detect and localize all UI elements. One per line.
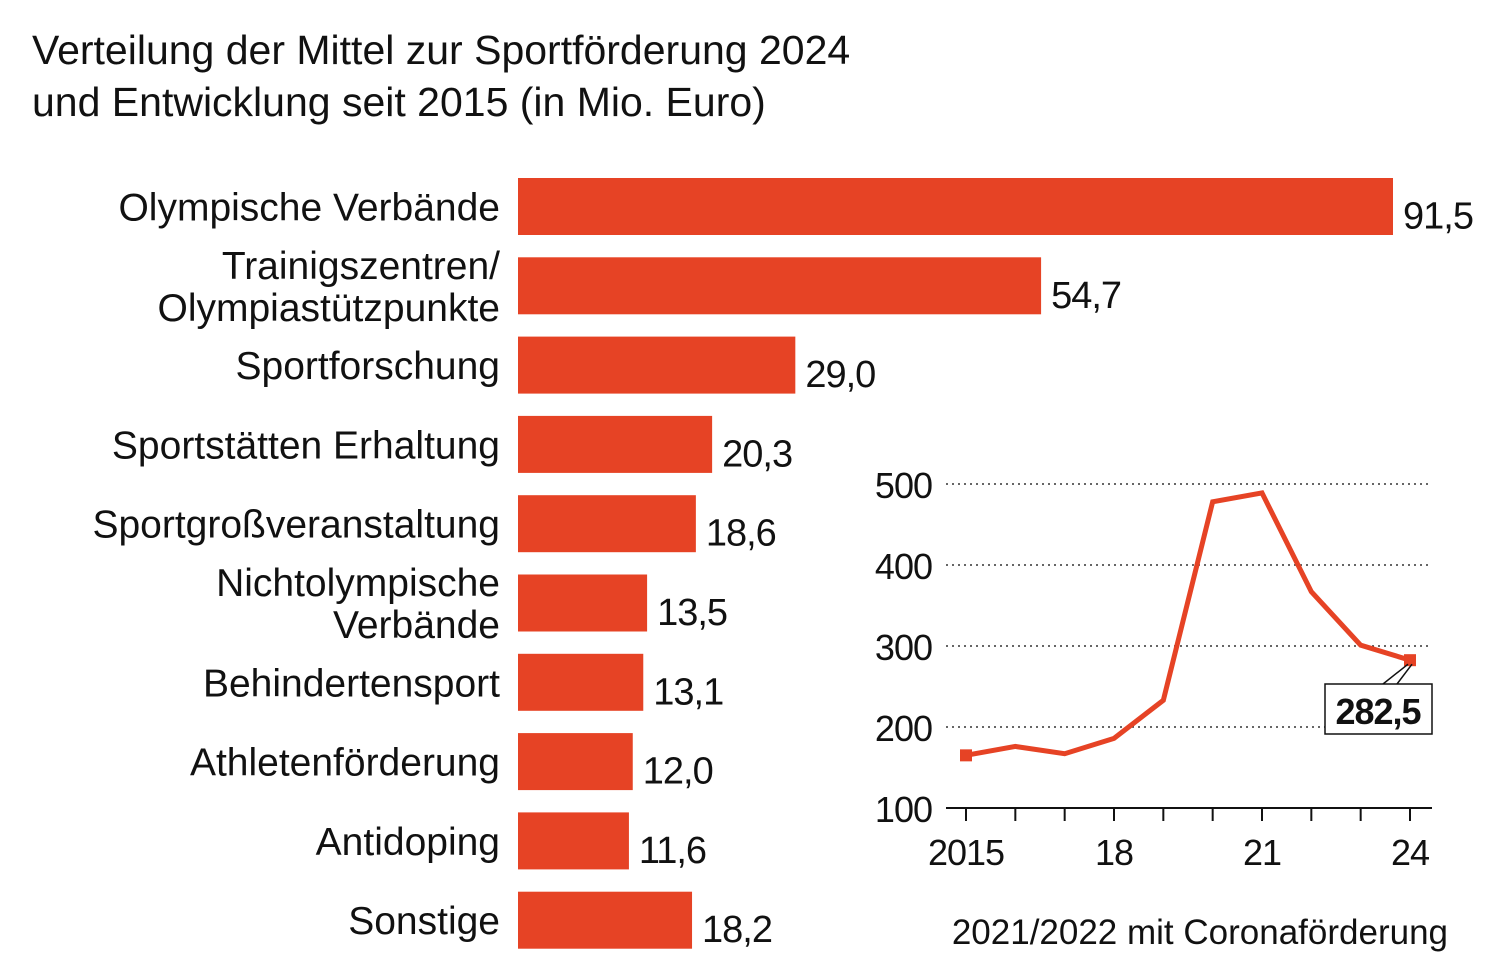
- bar-value-label: 20,3: [722, 433, 792, 475]
- x-tick-label: 2015: [928, 832, 1004, 873]
- bar-value-label: 13,5: [657, 592, 727, 634]
- bar-8: [518, 812, 629, 870]
- category-label: Trainigszentren/: [222, 245, 500, 288]
- endpoint-marker: [1404, 654, 1416, 667]
- bar-2: [518, 336, 796, 394]
- category-label: Antidoping: [316, 821, 500, 864]
- category-label: Olympische Verbände: [118, 187, 500, 230]
- y-tick-label: 100: [875, 789, 932, 830]
- chart-title: Verteilung der Mittel zur Sportförderung…: [32, 24, 850, 128]
- bar-7: [518, 733, 633, 791]
- line-chart: 100 200 300 400 500 2015 18 21 24 282,5 2021/2022 …: [875, 465, 1448, 952]
- bar-value-label: 29,0: [805, 354, 875, 396]
- bar-6: [518, 653, 644, 711]
- bar-chart: 91,5 Olympische Verbände 54,7 Trainigszentr…: [92, 178, 1474, 951]
- chart-title-line-2: und Entwicklung seit 2015 (in Mio. Euro): [32, 79, 766, 125]
- bar-1: [518, 257, 1042, 315]
- y-tick-label: 400: [875, 546, 932, 587]
- bar-3: [518, 415, 713, 473]
- category-label: Sportforschung: [236, 345, 501, 388]
- bar-0: [518, 178, 1393, 235]
- bar-value-label: 13,1: [653, 671, 723, 713]
- category-label: Olympiastützpunkte: [158, 287, 501, 330]
- bar-9: [518, 891, 693, 949]
- annotation-label: 282,5: [1335, 691, 1421, 732]
- category-label: Sportstätten Erhaltung: [112, 424, 500, 467]
- category-label: Verbände: [333, 604, 500, 647]
- category-label: Nichtolympische: [216, 562, 500, 605]
- category-label: Sportgroßveranstaltung: [92, 504, 500, 547]
- bar-4: [518, 495, 696, 553]
- y-tick-label: 500: [875, 465, 932, 506]
- y-tick-label: 300: [875, 627, 932, 668]
- bar-5: [518, 574, 648, 632]
- x-tick-label: 21: [1243, 832, 1281, 873]
- bar-value-label: 18,2: [702, 909, 772, 951]
- category-label: Athletenförderung: [190, 742, 500, 785]
- annotation-box: [1324, 683, 1433, 735]
- chart-note: 2021/2022 mit Coronaförderung: [952, 913, 1448, 952]
- x-tick-label: 18: [1095, 832, 1133, 873]
- y-tick-label: 200: [875, 708, 932, 749]
- bar-value-label: 54,7: [1051, 275, 1121, 317]
- bar-value-label: 91,5: [1403, 196, 1473, 238]
- category-label: Sonstige: [348, 900, 500, 943]
- bar-value-label: 12,0: [643, 751, 713, 793]
- annotation-pointer: [1382, 663, 1413, 685]
- x-tick-label: 24: [1391, 832, 1429, 873]
- bar-value-label: 11,6: [639, 830, 706, 872]
- endpoint-marker: [960, 749, 972, 762]
- series-line: [965, 490, 1411, 758]
- category-label: Behindertensport: [203, 662, 500, 705]
- chart-title-line-1: Verteilung der Mittel zur Sportförderung…: [32, 27, 851, 73]
- bar-value-label: 18,6: [706, 513, 776, 555]
